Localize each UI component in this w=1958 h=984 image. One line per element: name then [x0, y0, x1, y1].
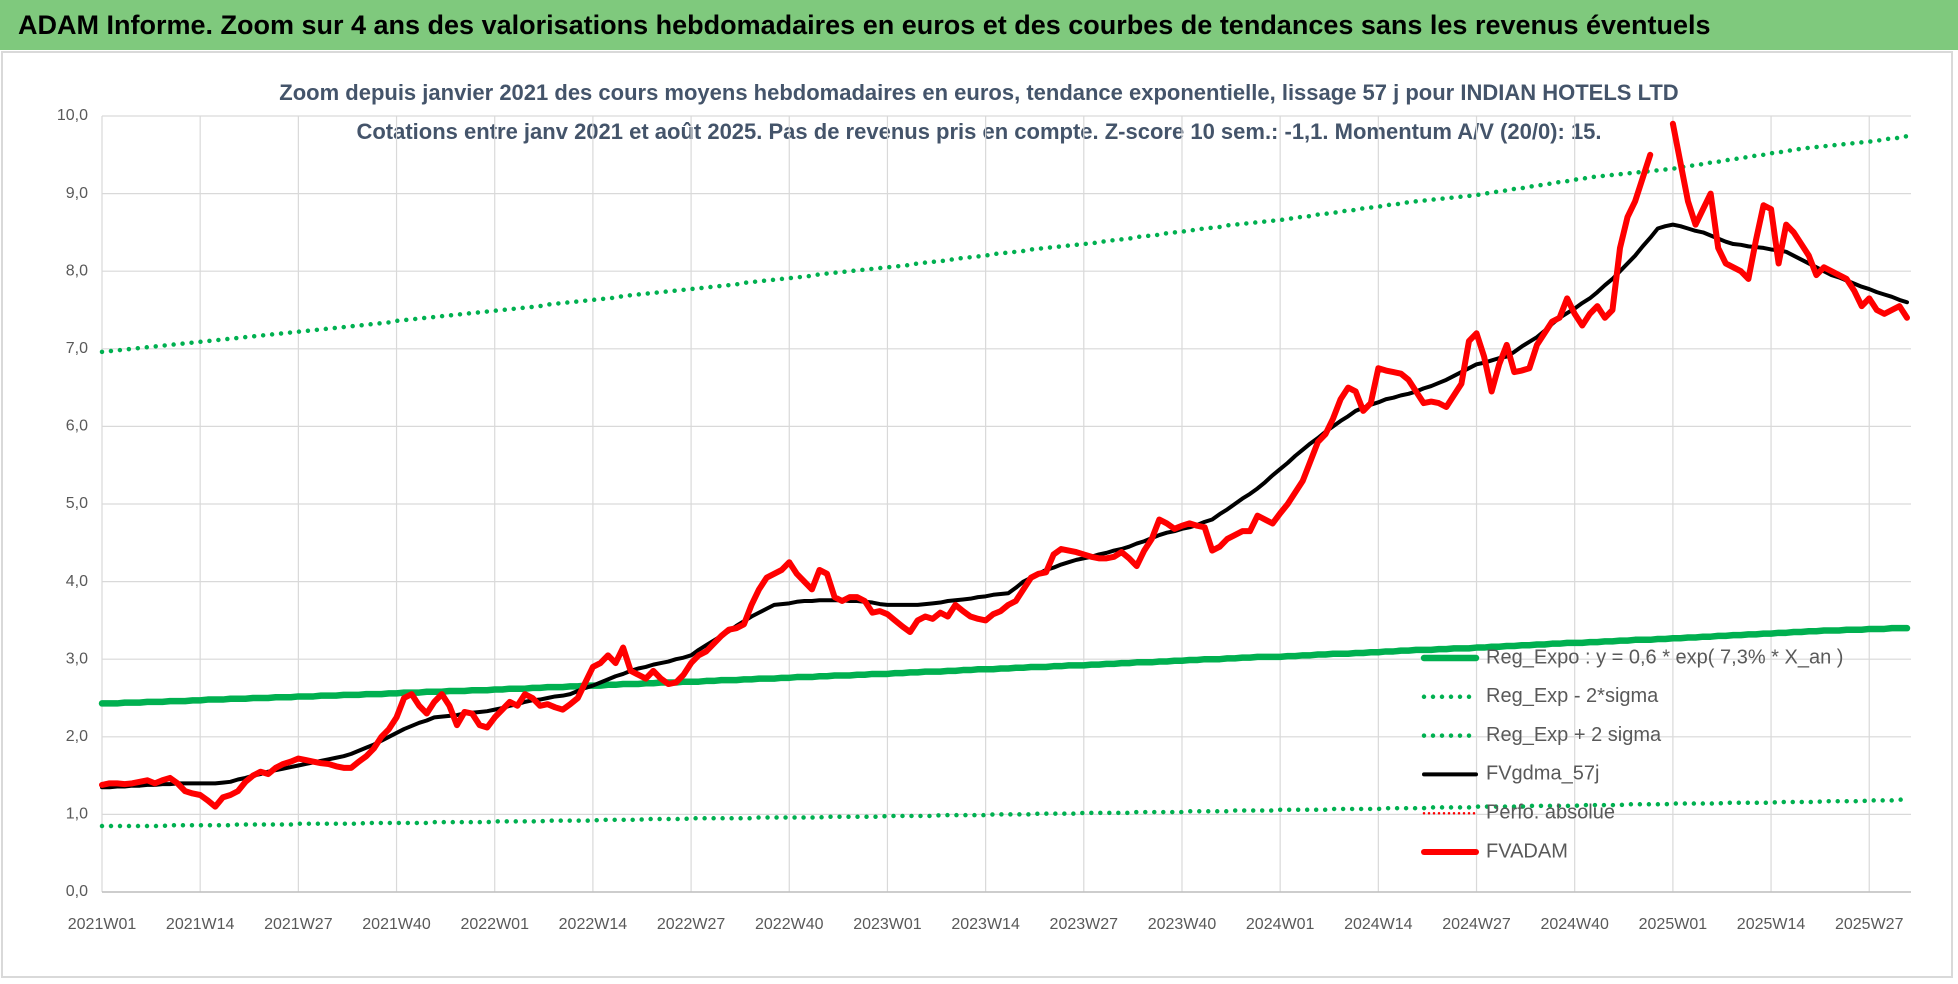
x-tick-label: 2021W01: [68, 916, 137, 933]
x-tick-label: 2022W27: [657, 916, 726, 933]
x-tick-label: 2021W27: [264, 916, 333, 933]
legend-label: Perfo. absolue: [1486, 801, 1615, 823]
x-tick-label: 2023W40: [1148, 916, 1217, 933]
series-line: [99, 120, 1910, 810]
x-tick-label: 2023W01: [853, 916, 922, 933]
x-tick-label: 2022W40: [755, 916, 824, 933]
header-bar: [0, 0, 1958, 50]
header-title: ADAM Informe. Zoom sur 4 ans des valoris…: [18, 10, 1711, 40]
x-tick-label: 2024W40: [1540, 916, 1609, 933]
x-tick-label: 2022W14: [559, 916, 628, 933]
chart-frame: [1, 51, 1953, 978]
legend-label: Reg_Exp + 2 sigma: [1486, 724, 1662, 746]
legend-label: Reg_Exp - 2*sigma: [1486, 685, 1659, 707]
y-tick-label: 3,0: [66, 650, 88, 667]
y-tick-label: 10,0: [57, 107, 88, 124]
y-tick-label: 4,0: [66, 573, 88, 590]
legend-label: FVADAM: [1486, 840, 1568, 862]
series-line: [99, 797, 1910, 829]
legend-label: Reg_Expo : y = 0,6 * exp( 7,3% * X_an ): [1486, 646, 1843, 668]
x-tick-label: 2024W14: [1344, 916, 1413, 933]
y-tick-label: 2,0: [66, 728, 88, 745]
x-tick-label: 2023W14: [951, 916, 1020, 933]
grid: 0,0 1,0 2,0 3,0 4,0 5,0 6,0 7,0 8,0 9,0 10,0 2021W0…: [57, 107, 1911, 933]
x-tick-label: 2024W27: [1442, 916, 1511, 933]
legend-label: FVgdma_57j: [1486, 763, 1599, 785]
x-tick-label: 2021W40: [362, 916, 431, 933]
series-line: [100, 222, 1909, 790]
y-tick-label: 0,0: [66, 883, 88, 900]
x-tick-label: 2024W01: [1246, 916, 1315, 933]
y-tick-label: 9,0: [66, 185, 88, 202]
chart-title: Zoom depuis janvier 2021 des cours moyen…: [279, 80, 1678, 105]
plot-lines: [98, 120, 1911, 829]
legend: Reg_Expo : y = 0,6 * exp( 7,3% * X_an ) R…: [1420, 646, 1843, 862]
x-tick-label: 2025W27: [1835, 916, 1904, 933]
x-tick-label: 2022W01: [460, 916, 529, 933]
series-line: [99, 133, 1910, 355]
y-tick-label: 6,0: [66, 418, 88, 435]
x-tick-label: 2025W01: [1639, 916, 1708, 933]
x-tick-label: 2025W14: [1737, 916, 1806, 933]
y-tick-label: 7,0: [66, 340, 88, 357]
y-tick-label: 1,0: [66, 806, 88, 823]
y-tick-label: 8,0: [66, 262, 88, 279]
chart-subtitle: Cotations entre janv 2021 et août 2025. …: [356, 119, 1601, 144]
x-tick-label: 2021W14: [166, 916, 235, 933]
series-line: [98, 624, 1911, 707]
y-tick-label: 5,0: [66, 495, 88, 512]
x-tick-label: 2023W27: [1050, 916, 1119, 933]
